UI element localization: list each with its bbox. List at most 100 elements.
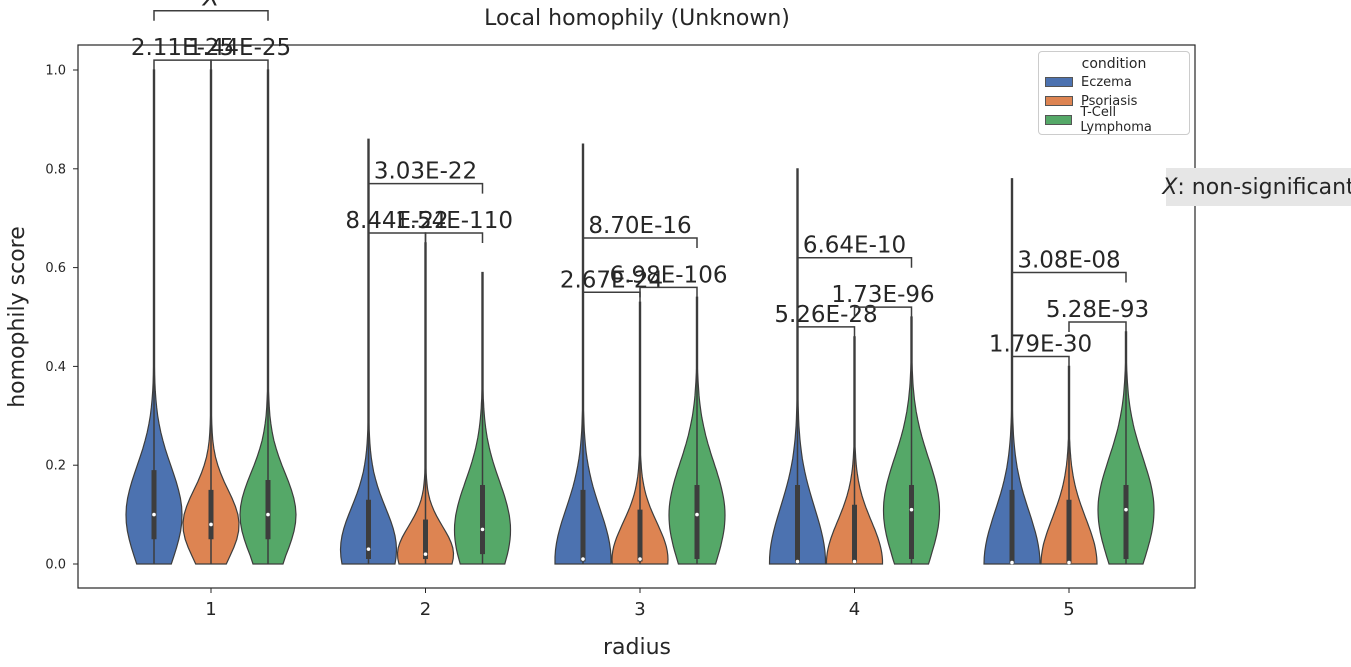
y-tick-label: 0.0 bbox=[45, 558, 66, 573]
note-text: : non-significant bbox=[1177, 174, 1351, 200]
legend-item-tcell: T-Cell Lymphoma bbox=[1045, 105, 1189, 135]
bracket-line bbox=[367, 182, 484, 194]
p-value-label: 3.03E-22 bbox=[374, 159, 477, 185]
violin-t-cell-lymphoma-r1 bbox=[239, 69, 297, 565]
bracket-line bbox=[153, 59, 212, 71]
violin-eczema-r3 bbox=[554, 143, 612, 565]
legend-title: condition bbox=[1081, 56, 1147, 72]
significance-bracket: 8.70E-16 bbox=[582, 213, 698, 248]
bracket-line bbox=[853, 306, 913, 318]
bracket-line bbox=[153, 9, 269, 21]
significance-bracket: 6.98E-106 bbox=[610, 262, 728, 298]
violin-median bbox=[480, 527, 485, 532]
significance-note: X: non-significant bbox=[1162, 168, 1351, 206]
bracket-line bbox=[796, 326, 856, 337]
y-tick-label: 0.6 bbox=[45, 261, 66, 276]
violin-eczema-r1 bbox=[125, 69, 183, 565]
p-value-label: X bbox=[201, 0, 220, 12]
significance-bracket: 6.64E-10 bbox=[796, 233, 913, 268]
significance-bracket: 1.73E-96 bbox=[831, 282, 935, 318]
bracket-line bbox=[424, 232, 484, 244]
significance-bracket: 3.08E-08 bbox=[1011, 248, 1127, 283]
violin-psoriasis-r4 bbox=[825, 336, 884, 565]
violin-median bbox=[1010, 560, 1014, 565]
p-value-label: 3.08E-08 bbox=[1017, 248, 1120, 274]
p-value-label: 2.11E-25 bbox=[131, 35, 234, 61]
x-tick-label: 3 bbox=[634, 599, 645, 620]
p-value-label: 1.73E-96 bbox=[831, 282, 934, 308]
violin-psoriasis-r2 bbox=[396, 242, 455, 565]
bracket-line bbox=[210, 59, 269, 71]
violin-median bbox=[581, 557, 585, 561]
legend-swatch-eczema bbox=[1045, 77, 1073, 87]
axes-layer: 0.0 0.2 0.4 0.6 0.8 1.0 1 2 3 4 5 bbox=[45, 64, 1074, 621]
significance-bracket: 1.79E-30 bbox=[989, 332, 1092, 367]
violin-median bbox=[1124, 507, 1128, 512]
violin-median bbox=[152, 512, 156, 517]
violin-median bbox=[366, 547, 371, 551]
y-axis-label: homophily score bbox=[5, 226, 30, 408]
significance-bracket: 5.26E-28 bbox=[774, 302, 878, 337]
violin-median bbox=[795, 559, 800, 564]
violin-median bbox=[638, 557, 642, 561]
note-symbol: X bbox=[1162, 174, 1178, 200]
x-axis-label: radius bbox=[603, 635, 671, 660]
x-tick-label: 1 bbox=[205, 599, 216, 620]
x-tick-label: 4 bbox=[849, 599, 860, 620]
legend: condition Eczema Psoriasis T-Cell Lympho… bbox=[1038, 51, 1190, 135]
chart-title: Local homophily (Unknown) bbox=[484, 6, 790, 31]
violin-median bbox=[852, 559, 857, 564]
legend-swatch-tcell bbox=[1045, 115, 1073, 125]
violin-median bbox=[423, 552, 428, 556]
violin-eczema-r5 bbox=[983, 178, 1041, 565]
violin-median bbox=[1067, 560, 1071, 565]
p-value-label: 1.79E-30 bbox=[989, 332, 1092, 358]
y-tick-label: 0.8 bbox=[45, 162, 66, 177]
violin-psoriasis-r5 bbox=[1040, 365, 1098, 565]
significance-bracket: 3.03E-22 bbox=[367, 159, 484, 194]
violin-eczema-r2 bbox=[339, 138, 398, 565]
violin-median bbox=[266, 512, 270, 517]
violin-psoriasis-r1 bbox=[182, 69, 240, 565]
bracket-line bbox=[639, 286, 698, 298]
significance-bracket: X bbox=[153, 0, 269, 21]
p-value-label: 6.98E-106 bbox=[610, 262, 728, 288]
significance-bracket: 5.28E-93 bbox=[1046, 297, 1149, 332]
bracket-line bbox=[1011, 355, 1070, 367]
legend-label-tcell: T-Cell Lymphoma bbox=[1080, 105, 1152, 135]
y-tick-label: 0.2 bbox=[45, 459, 66, 474]
x-tick-label: 2 bbox=[420, 599, 431, 620]
plot-frame bbox=[77, 44, 1196, 589]
legend-label-psoriasis: Psoriasis bbox=[1081, 93, 1138, 109]
p-value-label: 8.44E-22 bbox=[345, 208, 448, 234]
violin-layer bbox=[125, 69, 1155, 565]
legend-swatch-psoriasis bbox=[1045, 96, 1073, 106]
legend-item-eczema: Eczema bbox=[1045, 74, 1132, 90]
p-value-label: 5.26E-28 bbox=[774, 302, 877, 328]
violin-t-cell-lymphoma-r2 bbox=[453, 271, 512, 565]
bracket-line bbox=[1011, 271, 1127, 283]
violin-median bbox=[909, 507, 914, 512]
p-value-label: 1.54E-110 bbox=[395, 208, 513, 234]
bracket-line bbox=[367, 232, 427, 244]
legend-label-eczema: Eczema bbox=[1081, 74, 1132, 90]
bracket-line bbox=[582, 291, 641, 303]
p-value-label: 6.64E-10 bbox=[803, 233, 906, 259]
y-tick-label: 1.0 bbox=[45, 64, 66, 79]
violin-t-cell-lymphoma-r4 bbox=[882, 316, 941, 565]
bracket-line bbox=[1068, 321, 1127, 332]
violin-psoriasis-r3 bbox=[611, 301, 669, 565]
significance-bracket: 1.44E-25 bbox=[188, 35, 291, 71]
violin-eczema-r4 bbox=[768, 168, 827, 565]
p-value-label: 8.70E-16 bbox=[588, 213, 691, 239]
bracket-line bbox=[796, 256, 913, 268]
legend-item-psoriasis: Psoriasis bbox=[1045, 93, 1137, 109]
violin-t-cell-lymphoma-r5 bbox=[1097, 331, 1155, 565]
violin-t-cell-lymphoma-r3 bbox=[668, 296, 726, 565]
violin-median bbox=[695, 512, 699, 517]
significance-bracket: 2.11E-25 bbox=[131, 35, 234, 71]
bracket-line bbox=[582, 237, 698, 248]
y-tick-label: 0.4 bbox=[45, 360, 66, 375]
significance-bracket: 1.54E-110 bbox=[395, 208, 513, 244]
